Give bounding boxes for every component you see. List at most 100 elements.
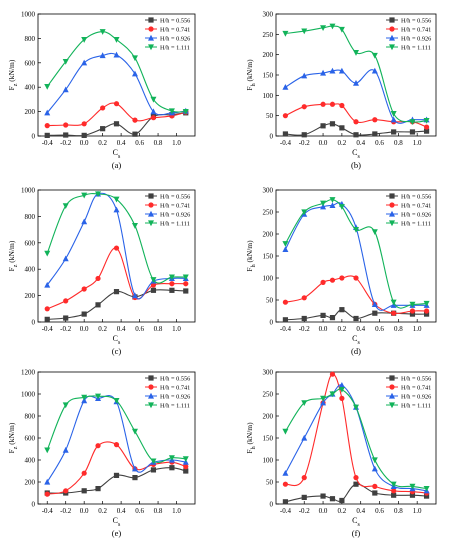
data-point (391, 310, 397, 316)
y-tick-label: 600 (25, 239, 36, 247)
legend-marker (148, 202, 154, 208)
data-point (282, 499, 289, 505)
data-point (183, 281, 189, 287)
data-point (44, 491, 50, 497)
data-point (320, 312, 326, 318)
legend-label: H/h = 0.741 (160, 384, 190, 391)
y-tick-label: 150 (263, 435, 274, 443)
x-axis-label: Cs (113, 148, 121, 160)
data-point (371, 465, 378, 472)
y-tick-label: 200 (263, 413, 274, 421)
data-point (81, 311, 87, 317)
data-point (81, 59, 88, 66)
data-point (62, 86, 69, 93)
legend-marker (148, 44, 154, 51)
data-point (282, 246, 289, 252)
y-tick-label: 200 (25, 479, 36, 487)
legend-marker (148, 26, 154, 32)
data-point (182, 109, 189, 115)
data-point (132, 117, 138, 123)
series-line (284, 388, 427, 490)
data-point (95, 275, 101, 282)
panel-label: (e) (112, 528, 122, 538)
y-tick-label: 0 (32, 501, 36, 509)
y-tick-label: 50 (266, 112, 274, 120)
data-point (329, 315, 336, 321)
legend-label: H/h = 1.111 (401, 220, 431, 227)
data-point (63, 298, 69, 304)
data-point (113, 289, 120, 295)
data-point (81, 37, 88, 43)
data-point (423, 493, 430, 499)
data-point (301, 494, 307, 500)
legend-marker (389, 384, 395, 390)
x-tick-label: -0.2 (299, 139, 311, 147)
data-point (338, 67, 345, 74)
y-tick-label: 250 (263, 31, 274, 39)
data-point (131, 292, 138, 299)
x-tick-label: 1.0 (413, 507, 422, 515)
y-tick-label: 150 (263, 72, 274, 80)
y-tick-label: 800 (25, 213, 36, 221)
data-point (44, 447, 51, 454)
data-point (301, 295, 307, 301)
data-point (113, 472, 120, 478)
data-point (169, 287, 175, 293)
legend-marker (148, 402, 154, 409)
data-point (81, 470, 87, 476)
data-point (113, 196, 120, 203)
y-tick-label: 200 (25, 108, 36, 116)
y-tick-label: 50 (266, 479, 274, 487)
series-line (284, 199, 427, 309)
data-point (353, 315, 359, 322)
data-point (301, 434, 308, 441)
y-tick-label: 250 (263, 391, 274, 399)
y-tick-label: 1000 (21, 11, 36, 19)
data-point (44, 281, 51, 288)
y-tick-label: 600 (25, 59, 36, 67)
data-point (320, 101, 326, 107)
data-point (329, 101, 336, 107)
chart-panel-4: 0 50 100 150 200 250 300 -0.4 -0.2 0.0 0.2 0.4 0.6 0.… (245, 187, 437, 356)
legend-label: H/h = 0.926 (160, 35, 190, 42)
data-point (390, 111, 397, 117)
plot-frame (37, 189, 196, 323)
data-point (329, 391, 336, 398)
data-point (44, 316, 50, 322)
data-point (353, 481, 359, 487)
data-point (113, 206, 120, 213)
x-tick-label: 0.8 (154, 507, 163, 515)
x-tick-label: -0.4 (280, 507, 292, 515)
data-point (168, 274, 175, 281)
y-axis-label: Fh (kN/m) (245, 59, 257, 91)
data-point (131, 223, 138, 229)
legend-label: H/h = 0.741 (401, 26, 431, 33)
legend-marker (148, 392, 154, 399)
panel-label: (c) (112, 346, 122, 356)
chart-panel-1: 0 200 400 600 800 1000 -0.4 -0.2 0.0 0.2 0.4 0.6 0.8… (7, 11, 196, 170)
legend-marker (148, 384, 154, 390)
data-point (320, 279, 326, 285)
data-point (372, 310, 378, 316)
data-point (371, 229, 378, 235)
x-tick-label: -0.2 (299, 507, 311, 515)
data-point (282, 84, 289, 90)
x-tick-label: 0.8 (154, 325, 163, 333)
data-point (282, 470, 289, 476)
data-point (81, 121, 87, 127)
data-point (113, 245, 120, 251)
legend-label: H/h = 0.926 (160, 211, 190, 218)
legend-label: H/h = 0.556 (160, 193, 190, 200)
y-axis-label: Fz (kN/m) (7, 240, 19, 271)
x-tick-label: 0.6 (375, 139, 384, 147)
data-point (372, 483, 378, 489)
data-point (182, 274, 189, 281)
data-point (329, 496, 336, 502)
chart-panel-6: 0 50 100 150 200 250 300 -0.4 -0.2 0.0 0.2 0.4 0.6 0.… (245, 369, 437, 538)
x-tick-label: 0.8 (394, 325, 403, 333)
data-point (62, 58, 69, 65)
plot-frame (37, 13, 196, 137)
data-point (372, 490, 378, 496)
data-point (282, 299, 289, 305)
legend-marker (389, 26, 395, 32)
